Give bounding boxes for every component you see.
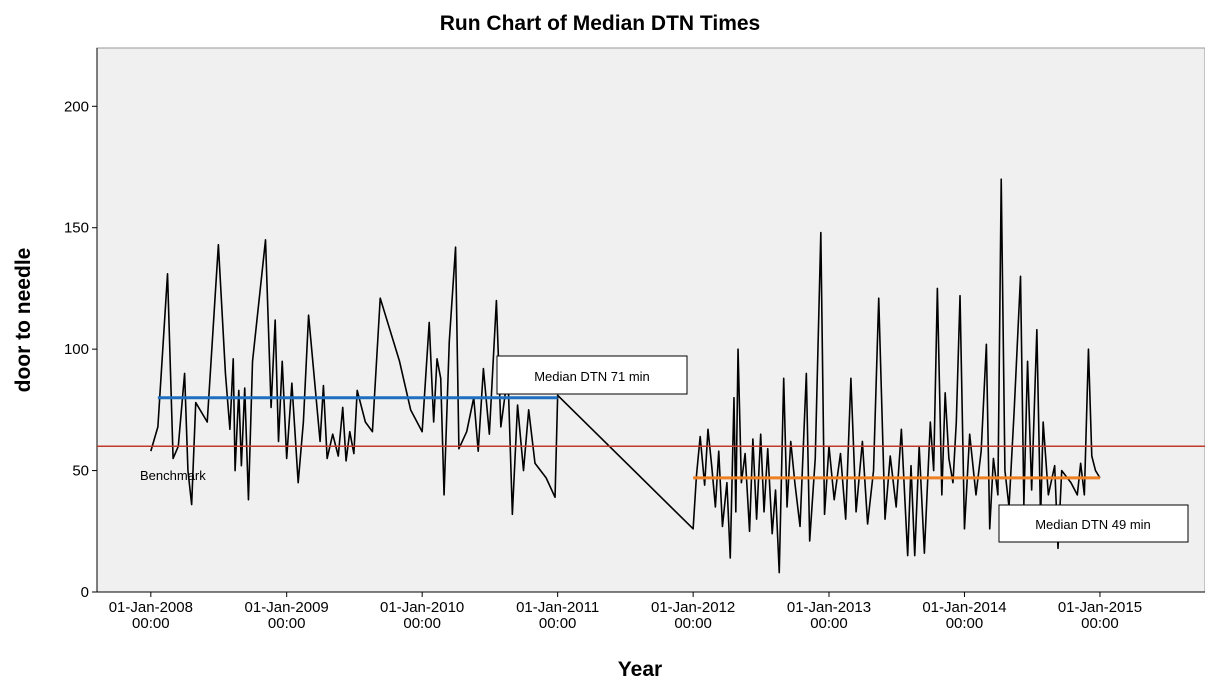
- chart-title: Run Chart of Median DTN Times: [440, 12, 760, 35]
- x-tick-label: 01-Jan-2011 00:00: [516, 599, 599, 632]
- y-tick-label: 50: [72, 463, 89, 480]
- x-tick-label: 01-Jan-2013 00:00: [787, 599, 871, 632]
- annotation: Benchmark: [140, 468, 206, 483]
- data-line: [150, 178, 1101, 574]
- x-axis-label: Year: [618, 658, 662, 681]
- annotation: Median DTN 49 min: [1035, 517, 1151, 532]
- annotation: Median DTN 71 min: [534, 369, 650, 384]
- x-tick-label: 01-Jan-2008 00:00: [109, 599, 193, 632]
- y-tick-label: 0: [81, 584, 89, 601]
- y-tick-label: 100: [64, 341, 89, 358]
- y-tick-label: 150: [64, 220, 89, 237]
- annotation-box: [496, 355, 688, 395]
- annotation-box: [998, 504, 1189, 543]
- y-tick-label: 200: [64, 98, 89, 115]
- x-tick-label: 01-Jan-2014 00:00: [922, 599, 1006, 632]
- y-axis-label: door to needle: [12, 248, 35, 393]
- x-tick-label: 01-Jan-2010 00:00: [380, 599, 464, 632]
- x-tick-label: 01-Jan-2012 00:00: [651, 599, 735, 632]
- x-tick-label: 01-Jan-2015 00:00: [1058, 599, 1142, 632]
- x-tick-label: 01-Jan-2009 00:00: [245, 599, 329, 632]
- plot-area: [96, 47, 1205, 593]
